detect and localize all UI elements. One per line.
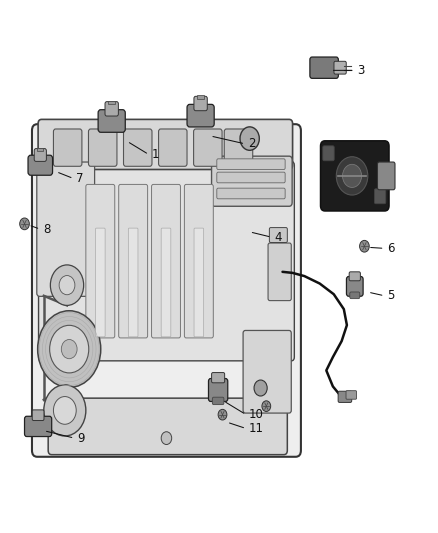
FancyBboxPatch shape	[212, 373, 225, 383]
FancyBboxPatch shape	[28, 155, 53, 175]
Text: 9: 9	[77, 432, 85, 445]
Circle shape	[38, 311, 101, 387]
FancyBboxPatch shape	[128, 228, 138, 337]
FancyBboxPatch shape	[187, 104, 214, 127]
FancyBboxPatch shape	[38, 119, 293, 169]
Circle shape	[61, 340, 77, 359]
FancyBboxPatch shape	[349, 272, 360, 281]
Circle shape	[360, 240, 369, 252]
Text: 10: 10	[249, 408, 264, 421]
FancyBboxPatch shape	[39, 161, 294, 361]
FancyBboxPatch shape	[346, 391, 357, 399]
Circle shape	[343, 164, 362, 188]
Text: 5: 5	[387, 289, 395, 302]
Text: 11: 11	[249, 422, 264, 435]
FancyBboxPatch shape	[119, 184, 148, 338]
FancyBboxPatch shape	[32, 410, 44, 421]
FancyBboxPatch shape	[310, 57, 338, 78]
Circle shape	[20, 218, 29, 230]
FancyBboxPatch shape	[212, 397, 224, 405]
FancyBboxPatch shape	[37, 148, 43, 151]
FancyBboxPatch shape	[268, 243, 291, 301]
FancyBboxPatch shape	[217, 188, 285, 199]
FancyBboxPatch shape	[194, 96, 207, 111]
FancyBboxPatch shape	[269, 228, 287, 243]
FancyBboxPatch shape	[194, 129, 222, 166]
Circle shape	[49, 325, 89, 373]
Circle shape	[262, 401, 271, 411]
Text: 7: 7	[76, 172, 84, 185]
FancyBboxPatch shape	[208, 378, 228, 401]
Circle shape	[161, 432, 172, 445]
FancyBboxPatch shape	[194, 228, 204, 337]
Circle shape	[218, 409, 227, 420]
FancyBboxPatch shape	[37, 162, 95, 296]
FancyBboxPatch shape	[212, 156, 292, 206]
FancyBboxPatch shape	[53, 129, 82, 166]
FancyBboxPatch shape	[105, 102, 118, 116]
FancyBboxPatch shape	[323, 146, 334, 161]
FancyBboxPatch shape	[374, 189, 386, 204]
Circle shape	[240, 127, 259, 150]
FancyBboxPatch shape	[86, 184, 115, 338]
FancyBboxPatch shape	[108, 101, 115, 104]
FancyBboxPatch shape	[98, 110, 125, 132]
FancyBboxPatch shape	[161, 228, 171, 337]
Circle shape	[50, 265, 84, 305]
FancyBboxPatch shape	[224, 129, 253, 166]
FancyBboxPatch shape	[197, 95, 204, 99]
FancyBboxPatch shape	[243, 330, 291, 413]
FancyBboxPatch shape	[346, 277, 363, 296]
Text: 2: 2	[248, 138, 255, 150]
FancyBboxPatch shape	[378, 162, 395, 190]
FancyBboxPatch shape	[95, 228, 105, 337]
FancyBboxPatch shape	[334, 61, 346, 74]
FancyBboxPatch shape	[88, 129, 117, 166]
Circle shape	[336, 157, 368, 195]
FancyBboxPatch shape	[124, 129, 152, 166]
FancyBboxPatch shape	[34, 149, 46, 161]
FancyBboxPatch shape	[321, 141, 389, 211]
Circle shape	[53, 397, 76, 424]
FancyBboxPatch shape	[217, 172, 285, 183]
FancyBboxPatch shape	[159, 129, 187, 166]
Text: 4: 4	[274, 231, 282, 244]
Text: 8: 8	[43, 223, 50, 236]
Text: 1: 1	[152, 148, 159, 161]
FancyBboxPatch shape	[217, 159, 285, 169]
Circle shape	[254, 380, 267, 396]
FancyBboxPatch shape	[25, 416, 52, 437]
FancyBboxPatch shape	[350, 292, 360, 298]
FancyBboxPatch shape	[48, 398, 287, 455]
FancyBboxPatch shape	[152, 184, 180, 338]
Text: 6: 6	[387, 242, 395, 255]
FancyBboxPatch shape	[338, 391, 352, 402]
Circle shape	[44, 385, 86, 436]
Circle shape	[59, 276, 75, 295]
FancyBboxPatch shape	[184, 184, 213, 338]
Text: 3: 3	[357, 64, 365, 77]
FancyBboxPatch shape	[32, 124, 301, 457]
